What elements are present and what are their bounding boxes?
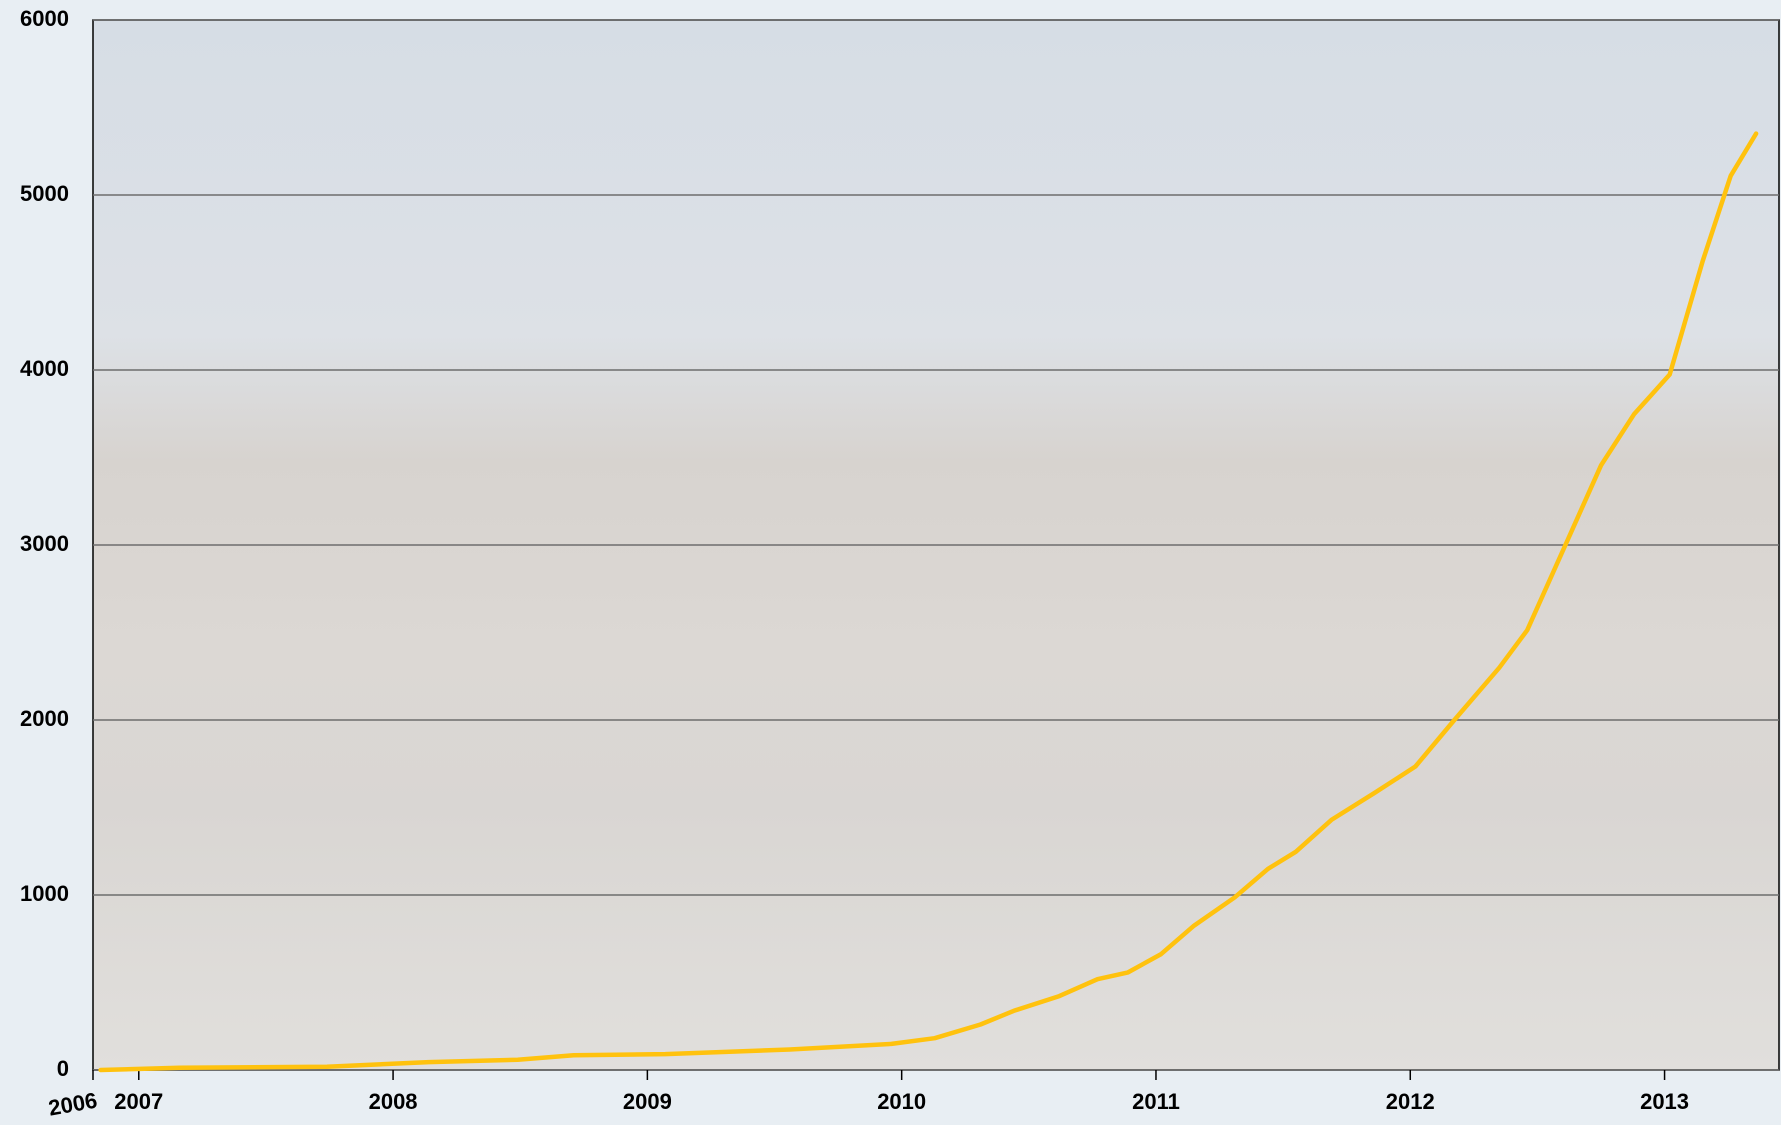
- y-tick-label: 2000: [20, 706, 69, 731]
- y-tick-label: 3000: [20, 531, 69, 556]
- y-tick-label: 0: [57, 1056, 69, 1081]
- x-tick-label: 2007: [114, 1089, 163, 1114]
- y-tick-label: 4000: [20, 356, 69, 381]
- y-tick-label: 1000: [20, 881, 69, 906]
- data-line: [98, 131, 1759, 1073]
- x-tick-label: 2012: [1386, 1089, 1435, 1114]
- x-tick-label: 2009: [623, 1089, 672, 1114]
- x-tick-label: 2008: [369, 1089, 418, 1114]
- x-tick-label: 2010: [877, 1089, 926, 1114]
- x-tick-label: 2011: [1132, 1089, 1180, 1114]
- x-tick-label: 2013: [1640, 1089, 1689, 1114]
- y-tick-label: 6000: [20, 6, 69, 31]
- y-tick-label: 5000: [20, 181, 69, 206]
